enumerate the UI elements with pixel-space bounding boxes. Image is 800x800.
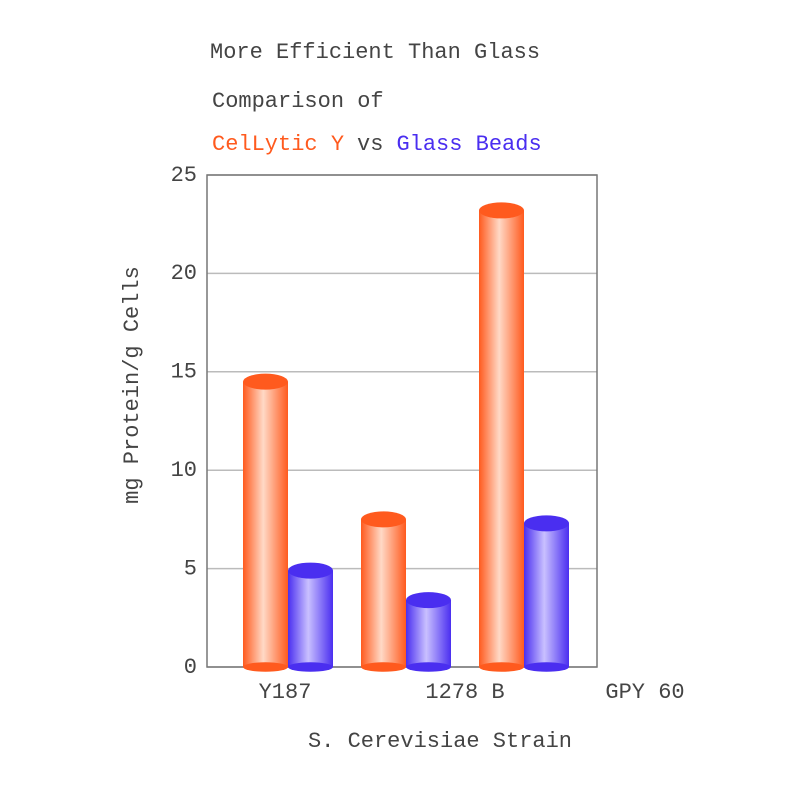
x-axis-label: S. Cerevisiae Strain	[308, 729, 572, 754]
bar-base	[479, 662, 524, 672]
chart-title: More Efficient Than Glass	[210, 40, 540, 65]
chart-subtitle: Comparison of	[212, 89, 384, 114]
y-tick-label: 15	[171, 360, 197, 385]
bar-base	[406, 662, 451, 672]
bar-body	[479, 210, 524, 667]
bar-body	[406, 600, 451, 667]
x-tick-label: GPY 60	[605, 680, 684, 705]
bar-base	[524, 662, 569, 672]
bar	[288, 562, 333, 672]
legend-entry: Glass Beads	[396, 132, 541, 157]
bar-base	[361, 662, 406, 672]
bar-cap	[243, 373, 288, 390]
bar-base	[243, 662, 288, 672]
bar-base	[288, 662, 333, 672]
y-axis-label: mg Protein/g Cells	[120, 266, 145, 504]
bar	[406, 592, 451, 672]
bar-cap	[361, 511, 406, 528]
bar	[524, 515, 569, 672]
legend: CelLytic Y vs Glass Beads	[212, 132, 542, 157]
bar	[243, 373, 288, 672]
bar	[479, 202, 524, 672]
y-tick-label: 20	[171, 261, 197, 286]
legend-entry: CelLytic Y	[212, 132, 344, 157]
bar-cap	[406, 592, 451, 609]
y-tick-label: 5	[184, 556, 197, 581]
bar-cap	[288, 562, 333, 579]
bar-body	[288, 570, 333, 667]
bar-body	[243, 381, 288, 667]
bar-body	[524, 523, 569, 667]
y-tick-label: 10	[171, 458, 197, 483]
y-tick-label: 25	[171, 163, 197, 188]
bar	[361, 511, 406, 672]
y-tick-label: 0	[184, 655, 197, 680]
bar-body	[361, 519, 406, 667]
bar-cap	[479, 202, 524, 219]
x-tick-label: Y187	[259, 680, 312, 705]
x-tick-label: 1278 B	[425, 680, 504, 705]
legend-connector: vs	[357, 132, 383, 157]
bar-cap	[524, 515, 569, 532]
